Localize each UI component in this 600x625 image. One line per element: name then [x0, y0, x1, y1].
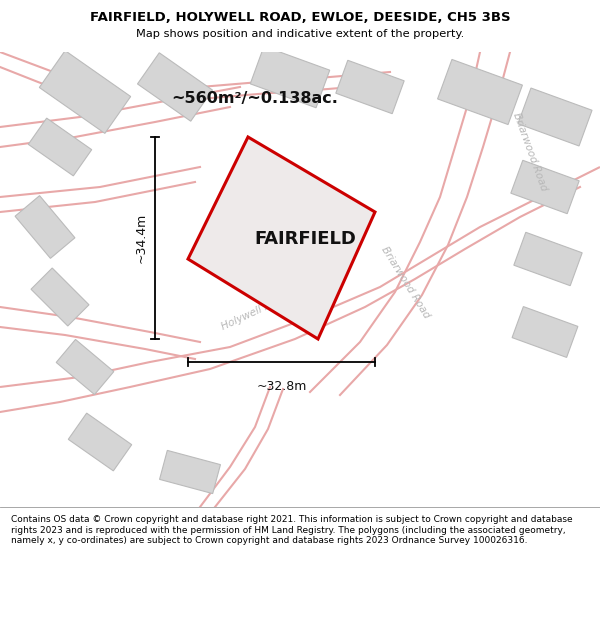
Text: Briarwood Road: Briarwood Road	[511, 111, 549, 192]
Polygon shape	[31, 268, 89, 326]
Text: ~560m²/~0.138ac.: ~560m²/~0.138ac.	[172, 91, 338, 106]
Polygon shape	[28, 118, 92, 176]
Text: Holywell Road: Holywell Road	[220, 292, 290, 332]
Polygon shape	[56, 339, 114, 394]
Polygon shape	[336, 60, 404, 114]
Polygon shape	[68, 413, 132, 471]
Polygon shape	[514, 232, 582, 286]
Text: Contains OS data © Crown copyright and database right 2021. This information is : Contains OS data © Crown copyright and d…	[11, 515, 572, 545]
Text: ~32.8m: ~32.8m	[256, 380, 307, 393]
Text: FAIRFIELD, HOLYWELL ROAD, EWLOE, DEESIDE, CH5 3BS: FAIRFIELD, HOLYWELL ROAD, EWLOE, DEESIDE…	[89, 11, 511, 24]
Polygon shape	[40, 51, 131, 133]
Polygon shape	[188, 137, 375, 339]
Polygon shape	[160, 451, 220, 494]
Polygon shape	[512, 307, 578, 358]
Polygon shape	[137, 52, 212, 121]
Polygon shape	[15, 196, 75, 258]
Text: Map shows position and indicative extent of the property.: Map shows position and indicative extent…	[136, 29, 464, 39]
Polygon shape	[511, 160, 579, 214]
Polygon shape	[250, 46, 330, 108]
Text: ~34.4m: ~34.4m	[134, 213, 148, 263]
Polygon shape	[437, 59, 523, 124]
Text: Briarwood Road: Briarwood Road	[379, 244, 431, 319]
Text: FAIRFIELD: FAIRFIELD	[254, 230, 356, 248]
Polygon shape	[518, 88, 592, 146]
